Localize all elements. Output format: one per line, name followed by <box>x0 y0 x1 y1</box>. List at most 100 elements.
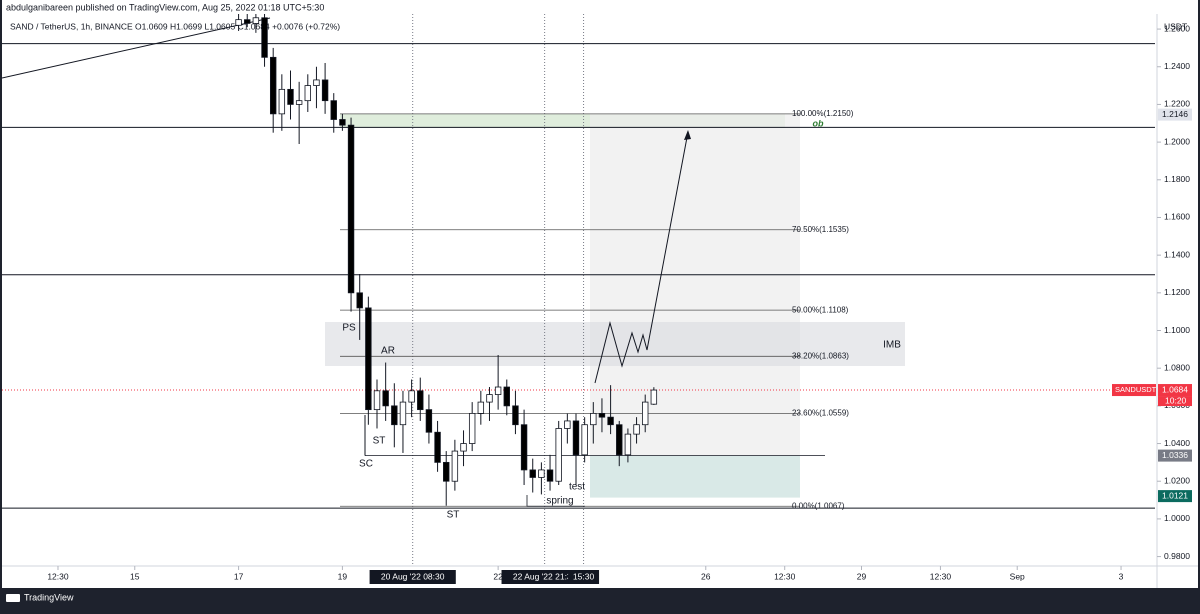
countdown-box <box>1158 396 1192 407</box>
price-tag-label: 1.0684 <box>1162 384 1188 394</box>
candle-body <box>330 100 337 120</box>
fib-label: 100.00%(1.2150) <box>792 109 854 118</box>
candle-body <box>494 386 502 395</box>
candle-body <box>520 424 528 471</box>
candle-body <box>460 443 467 452</box>
candle-body <box>503 386 510 407</box>
candle-body <box>477 401 485 414</box>
candle-body <box>244 19 251 24</box>
y-tick-label: 1.2600 <box>1164 23 1190 33</box>
candle-body <box>581 424 588 456</box>
candle-body <box>304 85 311 102</box>
candle-body <box>321 79 329 102</box>
candle-body <box>339 119 346 126</box>
x-tick-label: 19 <box>338 571 348 581</box>
candle-body <box>624 433 632 456</box>
price-tag <box>1158 108 1192 121</box>
brand: TradingView <box>24 592 74 602</box>
fib-label: 50.00%(1.1108) <box>792 305 849 314</box>
candle-body <box>417 390 424 411</box>
candle-body <box>365 307 372 411</box>
price-tag-label: 1.0121 <box>1162 490 1188 500</box>
candle-body <box>347 124 355 294</box>
y-tick-label: 1.1600 <box>1164 212 1190 222</box>
annotation: spring <box>546 496 573 507</box>
candle-body <box>451 450 459 482</box>
annotation: ob <box>813 118 824 128</box>
candle-body <box>607 416 614 426</box>
projection <box>594 131 689 384</box>
y-tick-label: 1.0800 <box>1164 362 1190 372</box>
candle-body <box>391 405 398 426</box>
y-tick-label: 1.0200 <box>1164 475 1190 485</box>
annotation: test <box>569 482 585 493</box>
price-tag <box>1158 490 1192 503</box>
symbol-tag <box>1112 384 1156 397</box>
y-tick-label: 1.1400 <box>1164 249 1190 259</box>
candle-body <box>443 461 450 482</box>
y-tick-label: 1.0400 <box>1164 438 1190 448</box>
symbol-tag-label: SANDUSDT <box>1115 385 1157 394</box>
y-tick-label: 1.1800 <box>1164 174 1190 184</box>
projection-head <box>684 130 691 140</box>
candle-body <box>382 390 389 407</box>
candle-body <box>633 424 640 435</box>
candle-body <box>425 409 433 433</box>
x-tick-label: 15 <box>130 571 140 581</box>
y-tick-label: 1.1200 <box>1164 287 1190 297</box>
candle-body <box>287 88 294 105</box>
y-tick-label: 1.1000 <box>1164 325 1190 335</box>
time-marker-box <box>501 570 588 584</box>
symbol-line: SAND / TetherUS, 1h, BINANCE O1.0609 H1.… <box>10 21 340 31</box>
imb-zone <box>325 322 905 366</box>
candle-body <box>616 424 623 456</box>
publisher: abdulganibareen published on TradingView… <box>6 2 324 12</box>
annotation: ST <box>373 436 386 447</box>
candle-body <box>555 428 562 482</box>
candle-body <box>598 412 606 418</box>
candle-body <box>295 100 303 105</box>
currency: USDT <box>1164 21 1187 31</box>
candle-body <box>235 19 242 26</box>
candle-body <box>252 17 260 24</box>
x-tick-label: Sep <box>1010 571 1025 581</box>
time-marker-box <box>369 570 456 584</box>
trend-line <box>2 17 271 79</box>
price-tag-label: 1.0336 <box>1162 450 1188 460</box>
candle-body <box>642 401 649 426</box>
candle-body <box>408 390 415 403</box>
candle-body <box>546 469 554 482</box>
x-tick-label: 12:30 <box>930 571 952 581</box>
candle-body <box>399 401 407 426</box>
candle-body <box>434 431 441 463</box>
stop-zone <box>590 455 800 498</box>
x-tick-label: 3 <box>1119 571 1124 581</box>
x-tick-label: 22 <box>493 571 503 581</box>
price-tag-label: 1.2146 <box>1162 109 1188 119</box>
annotation: SC <box>359 459 373 470</box>
annotation: PS <box>342 323 356 334</box>
countdown: 10:20 <box>1165 395 1187 405</box>
y-tick-label: 1.2200 <box>1164 99 1190 109</box>
annotation: AR <box>381 346 395 357</box>
annotation: ST <box>447 510 460 521</box>
price-tag <box>1158 449 1192 462</box>
candle-body <box>486 394 493 403</box>
time-marker-label: 15:30 <box>573 571 595 581</box>
x-tick-label: 12:30 <box>47 571 69 581</box>
target-zone <box>590 113 800 456</box>
annotation: IMB <box>883 340 901 351</box>
y-tick-label: 1.0000 <box>1164 513 1190 523</box>
candle-body <box>269 56 277 115</box>
candle-body <box>590 412 597 426</box>
x-tick-label: 29 <box>857 571 867 581</box>
candle-body <box>538 469 545 478</box>
candle-body <box>261 17 268 58</box>
plot: 100.00%(1.2150) 70.50%(1.1535) 50.00%(1.11… <box>2 14 1155 566</box>
fib-label: 23.60%(1.0559) <box>792 409 849 418</box>
price-tag <box>1158 384 1192 397</box>
x-tick-label: 17 <box>234 571 244 581</box>
x-tick-label: 12:30 <box>774 571 796 581</box>
brand-logo <box>6 594 20 602</box>
